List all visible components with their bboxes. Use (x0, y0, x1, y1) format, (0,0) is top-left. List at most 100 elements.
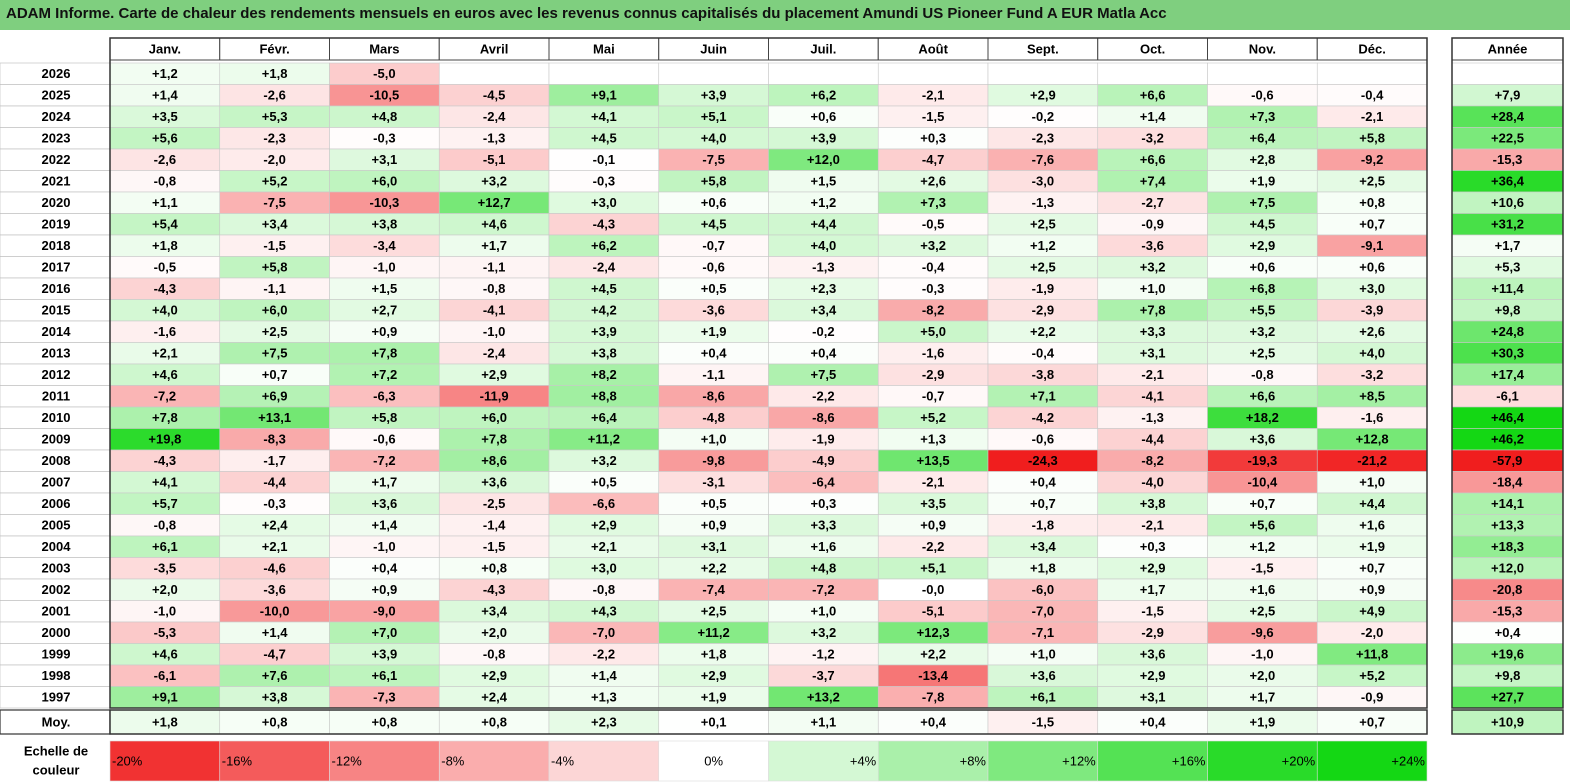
cell-value: +4,1 (152, 475, 178, 490)
cell-value: +4,2 (591, 303, 617, 318)
cell-value: +8,5 (1359, 389, 1385, 404)
cell-value: -2,1 (922, 475, 944, 490)
cell-value: -0,8 (1251, 367, 1273, 382)
average-value: +1,8 (152, 714, 178, 729)
year-grid-border (1451, 37, 1564, 709)
cell-value: +0,9 (372, 324, 398, 339)
cell-value: -7,2 (373, 453, 395, 468)
cell-value: -7,4 (702, 582, 725, 597)
cell-value: +3,3 (1140, 324, 1166, 339)
cell-value: -10,0 (260, 604, 290, 619)
cell-value: -1,6 (154, 324, 176, 339)
cell-value: -3,0 (1032, 174, 1054, 189)
cell-value: +1,8 (262, 66, 288, 81)
cell-value: -0,7 (922, 389, 944, 404)
cell-value: -1,8 (1032, 518, 1054, 533)
cell-value: +5,6 (152, 131, 178, 146)
cell-value: +1,3 (591, 690, 617, 705)
cell-value: +2,9 (591, 518, 617, 533)
cell-value: -0,6 (702, 260, 724, 275)
cell-value: +7,6 (262, 668, 288, 683)
column-header: Mars (369, 41, 399, 56)
cell-value: -1,1 (702, 367, 724, 382)
cell-value: +3,0 (591, 561, 617, 576)
cell-value: -1,5 (263, 238, 285, 253)
cell-value: -9,0 (373, 604, 395, 619)
color-scale-swatch (219, 740, 330, 782)
cell-value: -4,1 (483, 303, 505, 318)
cell-value: +1,9 (701, 324, 727, 339)
cell-value: +2,0 (152, 582, 178, 597)
cell-value: +3,9 (701, 88, 727, 103)
cell-value: -0,3 (373, 131, 395, 146)
cell-value: -9,1 (1361, 238, 1383, 253)
year-value: +14,1 (1491, 496, 1524, 511)
cell-value: +1,7 (481, 238, 507, 253)
year-value: +24,8 (1491, 324, 1524, 339)
cell-value: +1,9 (1250, 174, 1276, 189)
year-value: +36,4 (1491, 174, 1525, 189)
cell-value: -2,0 (263, 152, 285, 167)
cell-value: +3,9 (372, 647, 398, 662)
cell-value: +11,2 (698, 625, 730, 640)
row-label: 2002 (42, 582, 71, 597)
cell-value: -7,6 (1032, 152, 1054, 167)
cell-value: -6,6 (593, 496, 615, 511)
row-label: 2016 (42, 281, 71, 296)
cell-value: -7,0 (593, 625, 615, 640)
year-value: +9,8 (1495, 668, 1521, 683)
cell-value: +3,2 (811, 625, 837, 640)
cell-value: +1,0 (1359, 475, 1385, 490)
cell-value: +4,1 (591, 109, 617, 124)
cell-value: -6,1 (154, 668, 176, 683)
cell-value: -3,6 (1141, 238, 1163, 253)
cell-value: -7,8 (922, 690, 944, 705)
column-header: Déc. (1358, 41, 1385, 56)
cell-value: -3,4 (373, 238, 396, 253)
heatmap-cell (987, 62, 1099, 85)
cell-value: +1,2 (152, 66, 178, 81)
cell-value: +1,0 (701, 432, 727, 447)
cell-value: -2,1 (922, 88, 944, 103)
cell-value: -4,9 (812, 453, 834, 468)
row-label: 2003 (42, 561, 71, 576)
cell-value: +0,3 (1140, 539, 1166, 554)
cell-value: -7,2 (154, 389, 176, 404)
cell-value: +2,2 (701, 561, 727, 576)
cell-value: -1,6 (922, 346, 944, 361)
year-value: +0,4 (1495, 625, 1521, 640)
cell-value: +8,6 (481, 453, 507, 468)
cell-value: +0,6 (701, 195, 727, 210)
cell-value: -1,4 (483, 518, 506, 533)
average-cell (109, 709, 221, 735)
cell-value: -19,3 (1248, 453, 1278, 468)
cell-value: +3,5 (152, 109, 178, 124)
cell-value: +5,3 (262, 109, 288, 124)
row-label: 2020 (42, 195, 71, 210)
cell-value: +18,2 (1246, 410, 1279, 425)
row-label: 2023 (42, 131, 71, 146)
row-label: 2025 (42, 88, 71, 103)
cell-value: +4,0 (811, 238, 837, 253)
cell-value: +6,8 (1250, 281, 1276, 296)
cell-value: -0,9 (1141, 217, 1163, 232)
cell-value: +4,4 (811, 217, 837, 232)
cell-value: +3,1 (1140, 346, 1166, 361)
cell-value: -5,0 (373, 66, 395, 81)
cell-value: -21,2 (1357, 453, 1387, 468)
heatmap-cell (1097, 62, 1208, 85)
cell-value: -0,3 (922, 281, 944, 296)
cell-value: -3,9 (1361, 303, 1383, 318)
cell-value: +5,2 (920, 410, 946, 425)
year-value: +19,6 (1491, 647, 1524, 662)
cell-value: +3,2 (481, 174, 507, 189)
cell-value: +0,7 (1250, 496, 1276, 511)
cell-value: -7,5 (702, 152, 724, 167)
cell-value: +6,1 (372, 668, 398, 683)
color-scale-swatch (987, 740, 1099, 782)
cell-value: +3,9 (591, 324, 617, 339)
row-label: 1999 (42, 647, 71, 662)
cell-value: +6,9 (262, 389, 288, 404)
cell-value: -1,6 (1361, 410, 1383, 425)
